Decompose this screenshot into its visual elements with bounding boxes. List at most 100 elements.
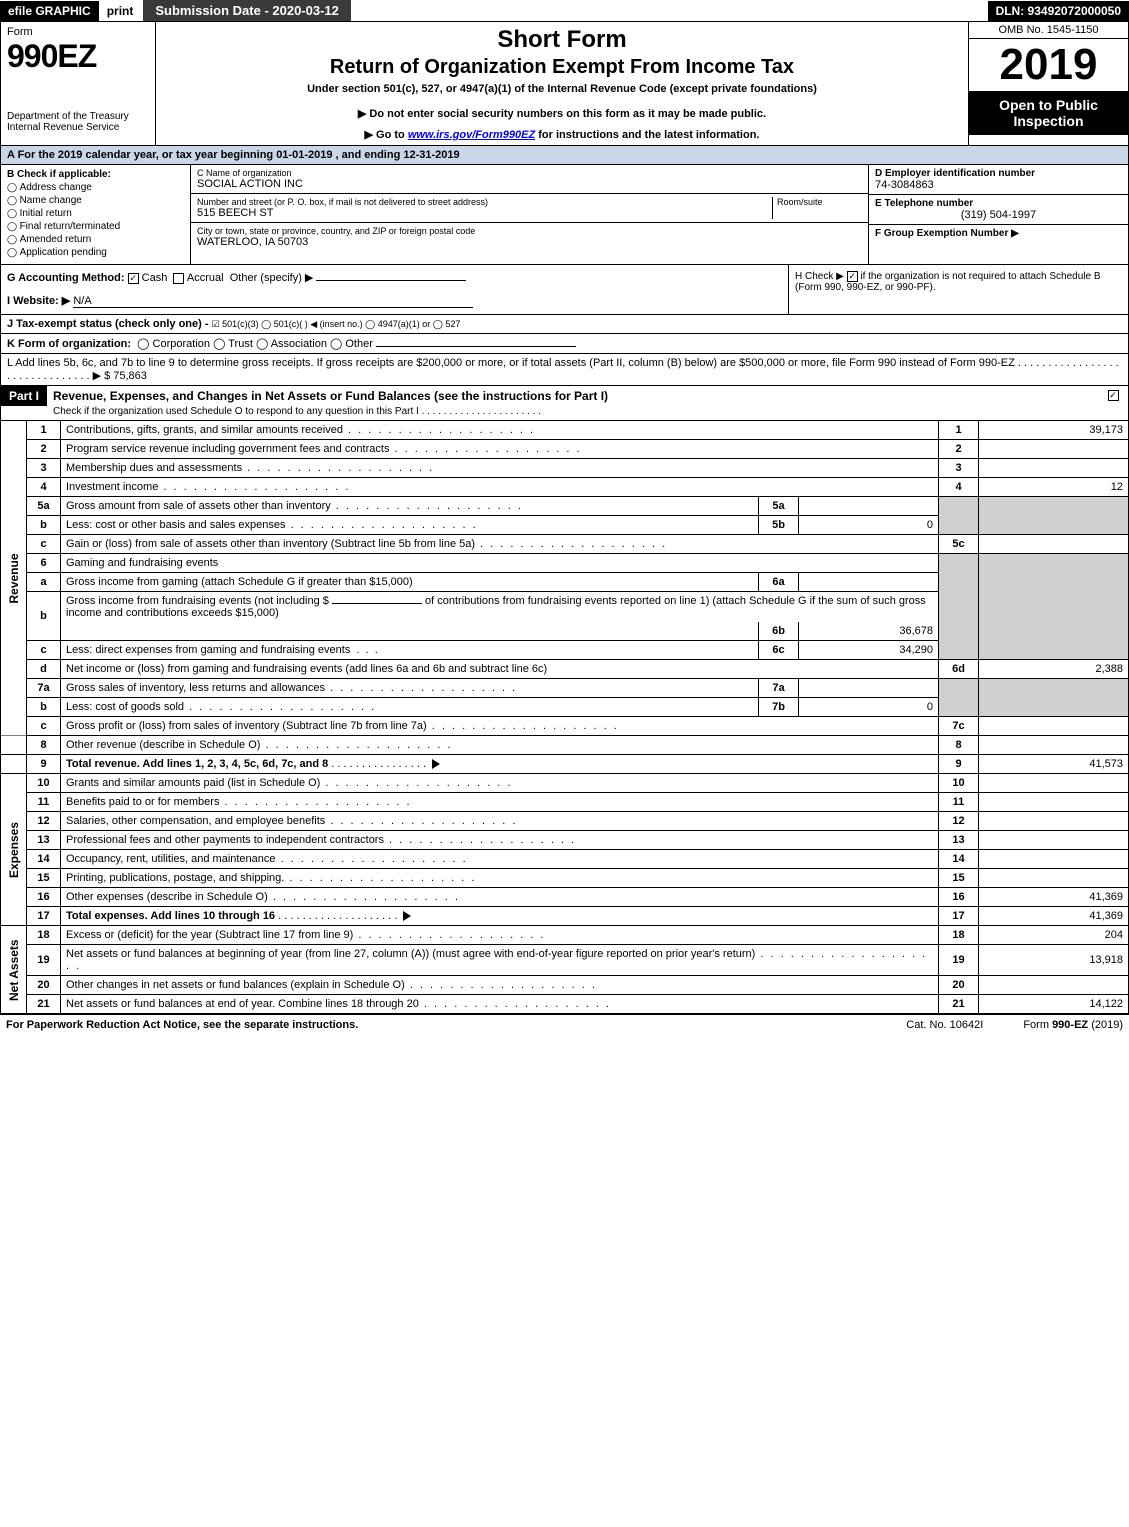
l19-ln: 19: [939, 945, 979, 976]
l12-desc: Salaries, other compensation, and employ…: [66, 815, 517, 827]
l7a-num: 7a: [27, 679, 61, 698]
h-checkbox[interactable]: ✓: [847, 271, 858, 282]
goto-link[interactable]: www.irs.gov/Form990EZ: [408, 129, 535, 141]
cash-checkbox[interactable]: ✓: [128, 273, 139, 284]
l6b-sv: 36,678: [799, 622, 939, 641]
l3-amt: [979, 459, 1129, 478]
g-other: Other (specify) ▶: [230, 272, 314, 284]
l12-num: 12: [27, 812, 61, 831]
omb-number: OMB No. 1545-1150: [969, 22, 1128, 39]
l21-num: 21: [27, 995, 61, 1014]
l3-ln: 3: [939, 459, 979, 478]
part1-subtitle: Check if the organization used Schedule …: [53, 406, 541, 417]
l9-num: 9: [27, 755, 61, 774]
chk-final[interactable]: Final return/terminated: [7, 221, 184, 232]
l6d-ln: 6d: [939, 660, 979, 679]
l6a-num: a: [27, 573, 61, 592]
l10-num: 10: [27, 774, 61, 793]
l13-amt: [979, 831, 1129, 850]
l6a-sn: 6a: [759, 573, 799, 592]
l14-amt: [979, 850, 1129, 869]
form-number: 990EZ: [7, 38, 149, 75]
footer-mid: Cat. No. 10642I: [906, 1019, 983, 1031]
chk-name[interactable]: Name change: [7, 195, 184, 206]
l8-desc: Other revenue (describe in Schedule O): [66, 739, 453, 751]
l7b-sv: 0: [799, 698, 939, 717]
l2-amt: [979, 440, 1129, 459]
section-b: B Check if applicable: Address change Na…: [1, 165, 191, 264]
l15-desc: Printing, publications, postage, and shi…: [66, 872, 476, 884]
g-accrual: Accrual: [187, 272, 224, 284]
city-label: City or town, state or province, country…: [197, 226, 862, 236]
l6-num: 6: [27, 554, 61, 573]
l5c-desc: Gain or (loss) from sale of assets other…: [66, 538, 667, 550]
part1-title-text: Revenue, Expenses, and Changes in Net As…: [53, 389, 608, 403]
donot-warning: ▶ Do not enter social security numbers o…: [164, 107, 960, 120]
section-i: I Website: ▶ N/A: [7, 294, 782, 308]
org-name: SOCIAL ACTION INC: [197, 178, 862, 190]
j-label: J Tax-exempt status (check only one) -: [7, 318, 212, 330]
l2-desc: Program service revenue including govern…: [66, 443, 582, 455]
l7b-sn: 7b: [759, 698, 799, 717]
l19-desc: Net assets or fund balances at beginning…: [66, 948, 927, 972]
form-word: Form: [7, 26, 149, 38]
section-h: H Check ▶ ✓ if the organization is not r…: [788, 265, 1128, 314]
l5c-ln: 5c: [939, 535, 979, 554]
l6d-amt: 2,388: [979, 660, 1129, 679]
l7c-amt: [979, 717, 1129, 736]
l5b-sv: 0: [799, 516, 939, 535]
tax-year-row: A For the 2019 calendar year, or tax yea…: [0, 146, 1129, 165]
dln-label: DLN: 93492072000050: [988, 1, 1129, 21]
h-text1: H Check ▶: [795, 271, 847, 282]
l10-ln: 10: [939, 774, 979, 793]
l5b-num: b: [27, 516, 61, 535]
open-inspection: Open to Public Inspection: [969, 91, 1128, 135]
l6c-num: c: [27, 641, 61, 660]
l14-desc: Occupancy, rent, utilities, and maintena…: [66, 853, 468, 865]
l17-num: 17: [27, 907, 61, 926]
l2-num: 2: [27, 440, 61, 459]
print-button[interactable]: print: [99, 1, 142, 21]
l7b-desc: Less: cost of goods sold: [66, 701, 376, 713]
l6-desc: Gaming and fundraising events: [61, 554, 939, 573]
l3-desc: Membership dues and assessments: [66, 462, 434, 474]
chk-initial[interactable]: Initial return: [7, 208, 184, 219]
l5a-sn: 5a: [759, 497, 799, 516]
l5c-num: c: [27, 535, 61, 554]
l11-num: 11: [27, 793, 61, 812]
header-right: OMB No. 1545-1150 2019 Open to Public In…: [968, 22, 1128, 145]
l13-ln: 13: [939, 831, 979, 850]
under-section: Under section 501(c), 527, or 4947(a)(1)…: [164, 83, 960, 95]
goto-post: for instructions and the latest informat…: [535, 129, 759, 141]
arrow-icon: [403, 911, 411, 921]
chk-amended[interactable]: Amended return: [7, 234, 184, 245]
l8-num: 8: [27, 736, 61, 755]
submission-date: Submission Date - 2020-03-12: [143, 0, 351, 21]
l4-ln: 4: [939, 478, 979, 497]
l20-ln: 20: [939, 976, 979, 995]
chk-address[interactable]: Address change: [7, 182, 184, 193]
l6b-desc1: Gross income from fundraising events (no…: [61, 592, 939, 623]
l21-ln: 21: [939, 995, 979, 1014]
l7c-num: c: [27, 717, 61, 736]
l7a-desc: Gross sales of inventory, less returns a…: [66, 682, 517, 694]
gh-left: G Accounting Method: ✓ Cash Accrual Othe…: [1, 265, 788, 314]
l1-desc: Contributions, gifts, grants, and simila…: [66, 424, 535, 436]
l4-desc: Investment income: [66, 481, 350, 493]
l6b-sn: 6b: [759, 622, 799, 641]
l20-num: 20: [27, 976, 61, 995]
street-value: 515 BEECH ST: [197, 207, 772, 219]
l15-num: 15: [27, 869, 61, 888]
l21-desc: Net assets or fund balances at end of ye…: [66, 998, 611, 1010]
l9-ln: 9: [939, 755, 979, 774]
part1-schedule-o-check[interactable]: ✓: [1098, 386, 1128, 420]
l1-num: 1: [27, 421, 61, 440]
l8-ln: 8: [939, 736, 979, 755]
accrual-checkbox[interactable]: [173, 273, 184, 284]
l7b-num: b: [27, 698, 61, 717]
l14-num: 14: [27, 850, 61, 869]
chk-pending[interactable]: Application pending: [7, 247, 184, 258]
goto-line: ▶ Go to www.irs.gov/Form990EZ for instru…: [164, 128, 960, 141]
k-opts: ◯ Corporation ◯ Trust ◯ Association ◯ Ot…: [137, 338, 373, 350]
l3-num: 3: [27, 459, 61, 478]
